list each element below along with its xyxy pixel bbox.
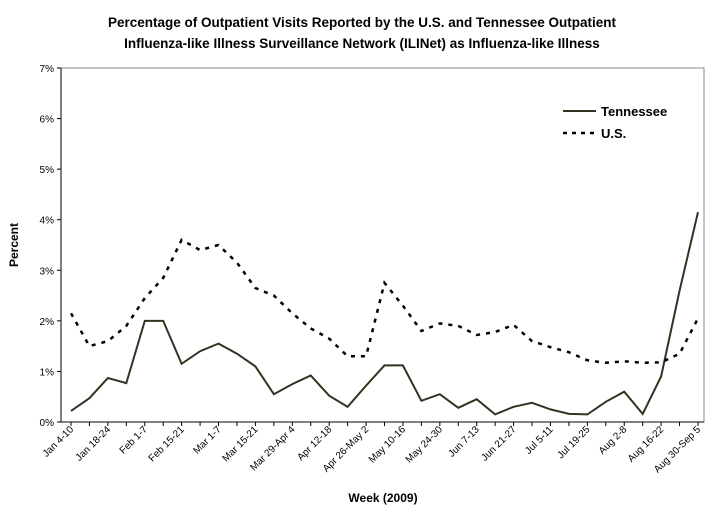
y-tick-label: 0% (40, 418, 55, 429)
x-tick-label: Feb 15-21 (147, 424, 187, 464)
y-tick-label: 2% (40, 317, 55, 328)
y-tick-label: 7% (40, 64, 55, 75)
y-tick-label: 5% (40, 165, 55, 176)
x-tick-label: Apr 12-18 (295, 424, 334, 463)
x-tick-label: Feb 1-7 (118, 424, 150, 456)
y-tick-label: 4% (40, 216, 55, 227)
y-tick-label: 6% (40, 115, 55, 126)
y-axis-label: Percent (7, 223, 21, 267)
x-tick-label: May 24-30 (404, 424, 445, 465)
x-tick-label: Jan 18-24 (74, 424, 114, 464)
y-tick-label: 1% (40, 367, 55, 378)
legend-label-tennessee: Tennessee (601, 104, 667, 119)
legend-label-us: U.S. (601, 126, 626, 141)
legend: Tennessee U.S. (563, 104, 667, 141)
chart-title-line-1: Percentage of Outpatient Visits Reported… (108, 15, 617, 30)
x-tick-label: Jun 21-27 (479, 424, 519, 464)
x-tick-label: May 10-16 (367, 424, 408, 465)
x-tick-label: Jun 7-13 (447, 424, 483, 460)
y-tick-label: 3% (40, 266, 55, 277)
x-tick-label: Jul 19-25 (556, 424, 593, 461)
x-tick-label: Jan 4-10 (41, 424, 77, 460)
x-axis-label: Week (2009) (348, 491, 417, 505)
series-line-tennessee (71, 212, 698, 414)
series-line-us (71, 240, 698, 363)
chart-title-line-2: Influenza-like Illness Surveillance Netw… (124, 36, 600, 51)
x-tick-label: Aug 2-8 (597, 424, 630, 457)
x-tick-label: Jul 5-11 (523, 424, 556, 457)
x-tick-label: Mar 1-7 (192, 424, 224, 456)
